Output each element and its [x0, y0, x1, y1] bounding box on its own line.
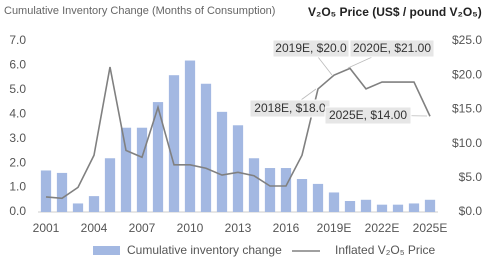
bar	[296, 179, 308, 212]
y-tick-label: 4.0	[9, 106, 26, 120]
bar	[152, 102, 164, 212]
bar	[248, 158, 260, 212]
bar	[328, 192, 340, 212]
x-tick-label: 2019E	[317, 221, 352, 235]
bar	[360, 199, 372, 212]
y2-tick-label: $20.0	[452, 67, 482, 81]
y-tick-label: 0.0	[9, 204, 26, 218]
legend-label: Inflated V₂O₅ Price	[335, 243, 436, 257]
y2-title: V₂O₅ Price (US$ / pound V₂O₅)	[308, 5, 482, 19]
y2-tick-label: $15.0	[452, 102, 482, 116]
y2-tick-label: $10.0	[452, 136, 482, 150]
annotation: 2019E, $20.0	[275, 41, 347, 55]
bar	[168, 75, 180, 212]
y-tick-label: 7.0	[9, 33, 26, 47]
price-line	[45, 66, 431, 200]
bar	[200, 83, 212, 212]
bar	[280, 168, 292, 212]
y2-tick-label: $5.0	[459, 170, 483, 184]
x-tick-label: 2025E	[413, 221, 448, 235]
x-tick-label: 2013	[225, 221, 252, 235]
x-tick-label: 2007	[129, 221, 156, 235]
bar	[72, 203, 84, 212]
bar	[344, 201, 356, 212]
annotation: 2018E, $18.0	[254, 101, 326, 115]
legend-label: Cumulative inventory change	[127, 243, 282, 257]
bar	[104, 158, 116, 212]
chart-title: Cumulative Inventory Change (Months of C…	[4, 5, 275, 17]
bar	[264, 168, 276, 212]
bar	[56, 172, 68, 212]
legend-swatch	[93, 246, 120, 255]
annotation: 2020E, $21.00	[353, 41, 431, 55]
y-tick-label: 3.0	[9, 131, 26, 145]
y2-tick-label: $0.0	[459, 204, 483, 218]
annotation-box	[324, 106, 412, 125]
bar	[136, 127, 148, 212]
x-tick-label: 2016	[273, 221, 300, 235]
x-tick-label: 2001	[33, 221, 60, 235]
y-tick-label: 6.0	[9, 58, 26, 72]
bar	[408, 203, 420, 212]
annotation-box	[349, 39, 435, 58]
bar	[376, 204, 388, 212]
annotation-box	[272, 39, 350, 58]
bar	[392, 204, 404, 212]
x-tick-label: 2004	[81, 221, 108, 235]
bar	[216, 111, 228, 212]
x-tick-label: 2022E	[365, 221, 400, 235]
x-tick-label: 2010	[177, 221, 204, 235]
y-tick-label: 2.0	[9, 155, 26, 169]
bar	[88, 196, 100, 212]
bar	[424, 199, 436, 212]
bar	[40, 170, 52, 212]
annotation: 2025E, $14.00	[329, 108, 407, 122]
y-tick-label: 1.0	[9, 180, 26, 194]
bar	[312, 183, 324, 212]
bar	[184, 60, 196, 212]
y2-tick-label: $25.0	[452, 33, 482, 47]
y-tick-label: 5.0	[9, 82, 26, 96]
bar	[120, 127, 132, 212]
bar	[232, 125, 244, 212]
